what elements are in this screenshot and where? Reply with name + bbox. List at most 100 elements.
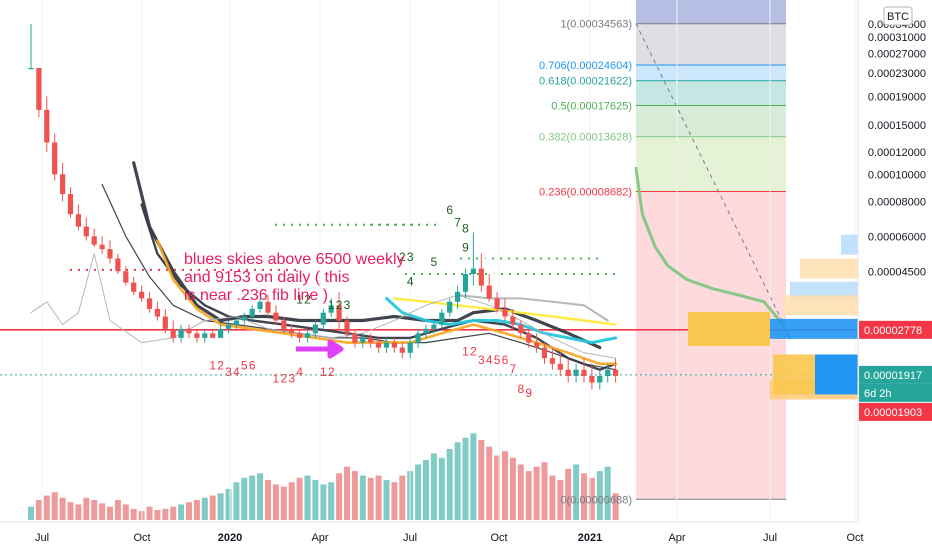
candle-body[interactable] (154, 308, 160, 317)
candle-body[interactable] (28, 68, 34, 70)
candle-body[interactable] (257, 301, 263, 309)
candle-body[interactable] (75, 214, 81, 227)
candle-body[interactable] (494, 298, 500, 309)
y-tick-label: 0.00027000 (868, 49, 926, 61)
candle-body[interactable] (83, 226, 89, 237)
candle-body[interactable] (431, 324, 437, 329)
candle-body[interactable] (210, 333, 216, 338)
candle-body[interactable] (462, 274, 469, 292)
candle-body[interactable] (241, 316, 247, 321)
candle-body[interactable] (146, 298, 153, 309)
candle-body[interactable] (486, 285, 492, 299)
candle-body[interactable] (36, 68, 42, 110)
candle-body[interactable] (225, 324, 232, 329)
candle-body[interactable] (573, 369, 579, 376)
candle-body[interactable] (447, 301, 453, 313)
volume-bar (367, 477, 374, 520)
candle-body[interactable] (383, 342, 390, 348)
candle-body[interactable] (344, 320, 350, 334)
candle-body[interactable] (265, 301, 271, 313)
candle-body[interactable] (415, 333, 421, 343)
candle-body[interactable] (336, 305, 342, 321)
candle-body[interactable] (202, 333, 208, 338)
candle-body[interactable] (368, 337, 374, 343)
candle-body[interactable] (455, 291, 461, 302)
price-tag[interactable] (859, 383, 932, 402)
annotation-text-line[interactable]: blues skies above 6500 weekly (184, 251, 405, 268)
candle-body[interactable] (289, 328, 295, 334)
annotation-text-line[interactable]: is near .236 fib line ) (184, 287, 328, 304)
volume-bar (525, 471, 532, 520)
candle-body[interactable] (423, 328, 429, 334)
symbol-badge[interactable] (883, 6, 913, 26)
candle-body[interactable] (478, 268, 484, 286)
candle-body[interactable] (502, 308, 508, 317)
candle-body[interactable] (352, 333, 358, 343)
candle-body[interactable] (297, 333, 303, 338)
candle-body[interactable] (565, 369, 571, 376)
candle-body[interactable] (613, 369, 619, 376)
time-axis-background (0, 522, 858, 550)
volume-bar (154, 510, 161, 520)
candle-body[interactable] (60, 174, 66, 195)
candle-body[interactable] (170, 328, 176, 338)
candle-body[interactable] (605, 369, 611, 376)
candle-body[interactable] (597, 375, 603, 383)
price-tag[interactable] (859, 402, 932, 421)
volume-bar (122, 504, 129, 520)
candle-body[interactable] (304, 333, 311, 338)
candle-body[interactable] (470, 268, 476, 275)
candle-body[interactable] (360, 337, 366, 343)
candle-body[interactable] (391, 342, 397, 348)
candle-body[interactable] (233, 320, 239, 325)
price-tag[interactable] (859, 365, 932, 384)
candle-body[interactable] (439, 312, 445, 325)
volume-bar (107, 506, 113, 520)
candle-body[interactable] (549, 358, 555, 364)
candle-body[interactable] (67, 194, 74, 215)
candle-body[interactable] (518, 324, 524, 334)
candle-body[interactable] (218, 328, 224, 338)
candle-body[interactable] (281, 320, 287, 329)
candle-body[interactable] (273, 312, 279, 321)
candle-body[interactable] (407, 342, 413, 353)
candle-body[interactable] (589, 375, 595, 383)
x-tick-label: Jul (35, 532, 49, 544)
candle-body[interactable] (178, 328, 184, 338)
candle-body[interactable] (399, 347, 405, 353)
candle-body[interactable] (541, 347, 548, 359)
candle-body[interactable] (249, 308, 255, 317)
candle-body[interactable] (534, 342, 540, 348)
candle-body[interactable] (139, 291, 145, 299)
volume-bar (312, 480, 319, 520)
price-tag[interactable] (859, 320, 932, 339)
candle-body[interactable] (194, 333, 200, 338)
candle-body[interactable] (115, 258, 121, 272)
td-count-label: 1 (328, 298, 335, 312)
candle-body[interactable] (131, 282, 137, 292)
arrow-right-icon[interactable] (296, 339, 344, 359)
volume-bar (51, 492, 58, 520)
candle-body[interactable] (328, 305, 334, 313)
candle-body[interactable] (99, 244, 105, 250)
candle-body[interactable] (186, 328, 192, 334)
candle-body[interactable] (510, 316, 516, 325)
candle-body[interactable] (52, 142, 58, 175)
volume-bar (304, 475, 311, 520)
candle-body[interactable] (312, 324, 318, 334)
candle-body[interactable] (44, 109, 50, 143)
annotation-text-line[interactable]: and 9153 on daily ( this (184, 269, 349, 286)
candle-body[interactable] (91, 236, 97, 245)
candle-body[interactable] (107, 249, 113, 259)
td-count-label: 1 (273, 372, 280, 386)
candle-body[interactable] (162, 316, 168, 329)
candle-body[interactable] (526, 333, 532, 343)
candle-body[interactable] (557, 363, 563, 370)
candle-body[interactable] (123, 271, 129, 283)
symbol-badge-label[interactable]: BTC (887, 11, 909, 23)
candle-body[interactable] (320, 312, 326, 325)
candle-body[interactable] (376, 342, 382, 348)
candle-body[interactable] (581, 369, 587, 376)
